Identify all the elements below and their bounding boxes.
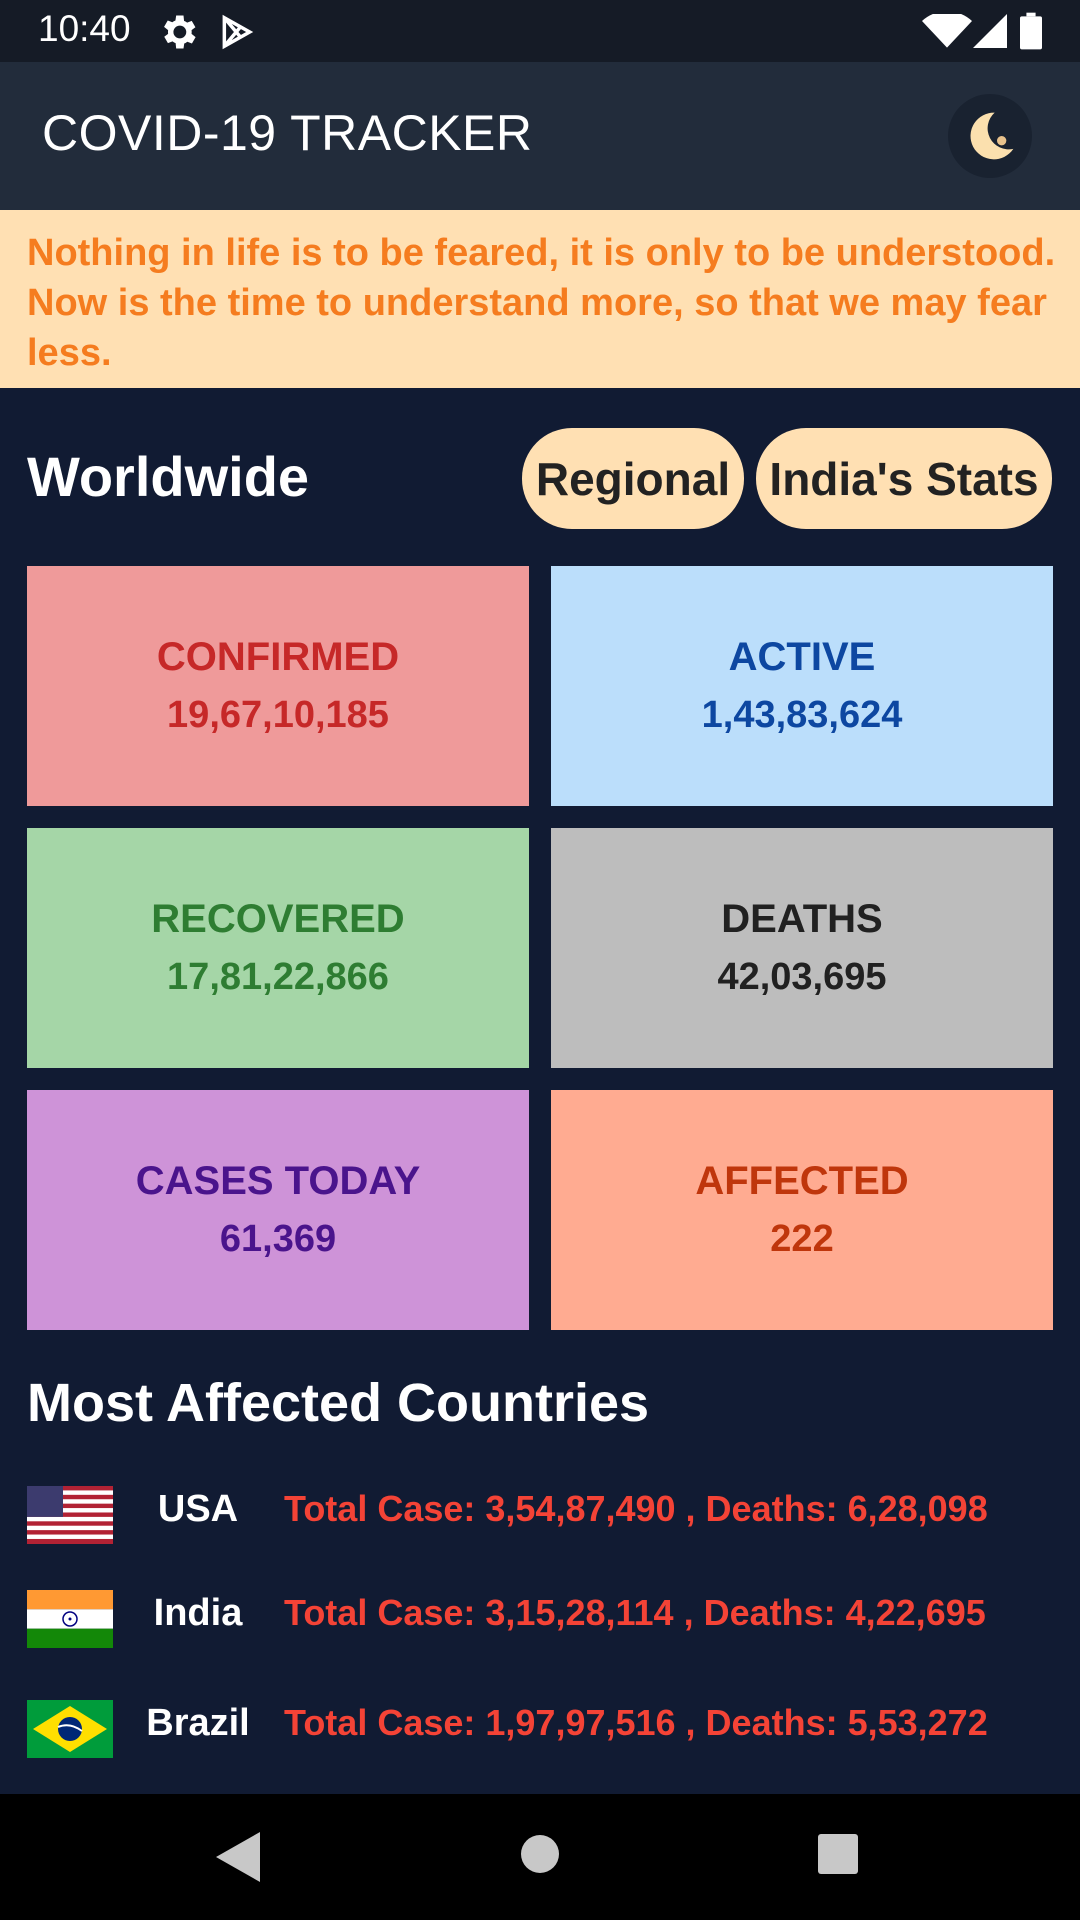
quote-banner: Nothing in life is to be feared, it is o… — [0, 210, 1080, 388]
card-value: 222 — [770, 1218, 834, 1260]
card-label: RECOVERED — [151, 897, 405, 941]
card-value: 17,81,22,866 — [167, 956, 389, 998]
country-stats: Total Case: 3,54,87,490 , Deaths: 6,28,0… — [284, 1488, 988, 1529]
country-row-usa[interactable]: USA Total Case: 3,54,87,490 , Deaths: 6,… — [0, 1480, 1080, 1544]
india-flag-icon — [27, 1590, 113, 1648]
card-value: 61,369 — [219, 1218, 337, 1260]
quote-text: Nothing in life is to be feared, it is o… — [27, 232, 1056, 374]
country-row-india[interactable]: India Total Case: 3,15,28,114 , Deaths: … — [0, 1584, 1080, 1648]
country-stats: Total Case: 3,15,28,114 , Deaths: 4,22,6… — [284, 1592, 986, 1633]
recents-icon[interactable] — [818, 1834, 858, 1874]
app-title: COVID-19 TRACKER — [42, 105, 533, 161]
country-name: Brazil — [146, 1702, 250, 1744]
system-nav-bar — [0, 1794, 1080, 1920]
app-bar: COVID-19 TRACKER — [0, 62, 1080, 210]
country-name: India — [153, 1592, 243, 1634]
country-name: USA — [157, 1488, 239, 1530]
confirmed-card: CONFIRMED 19,67,10,185 — [27, 566, 529, 806]
card-label: AFFECTED — [695, 1159, 909, 1203]
most-affected-title: Most Affected Countries — [27, 1373, 650, 1433]
usa-flag-icon — [27, 1486, 113, 1544]
country-stats: Total Case: 1,97,97,516 , Deaths: 5,53,2… — [284, 1702, 988, 1743]
regional-button[interactable]: Regional — [522, 428, 744, 529]
card-value: 42,03,695 — [717, 956, 887, 998]
signal-icon — [973, 14, 1007, 48]
deaths-card: DEATHS 42,03,695 — [551, 828, 1053, 1068]
status-time: 10:40 — [38, 8, 131, 49]
recovered-card: RECOVERED 17,81,22,866 — [27, 828, 529, 1068]
card-label: ACTIVE — [728, 635, 876, 679]
brazil-flag-icon — [27, 1700, 113, 1758]
gear-icon — [164, 15, 196, 49]
affected-card: AFFECTED 222 — [551, 1090, 1053, 1330]
worldwide-title: Worldwide — [27, 445, 310, 508]
india-stats-button[interactable]: India's Stats — [756, 428, 1052, 529]
card-value: 19,67,10,185 — [167, 694, 389, 736]
card-value: 1,43,83,624 — [701, 694, 903, 736]
wifi-icon — [922, 14, 972, 48]
moon-icon — [970, 112, 1014, 160]
country-row-brazil[interactable]: Brazil Total Case: 1,97,97,516 , Deaths:… — [0, 1694, 1080, 1758]
card-label: DEATHS — [721, 897, 883, 941]
battery-icon — [1020, 12, 1042, 50]
play-store-icon — [222, 14, 254, 50]
theme-toggle-button[interactable] — [948, 94, 1032, 178]
home-icon[interactable] — [520, 1834, 560, 1874]
cases-today-card: CASES TODAY 61,369 — [27, 1090, 529, 1330]
status-bar: 10:40 — [0, 0, 1080, 62]
card-label: CASES TODAY — [135, 1159, 421, 1203]
active-card: ACTIVE 1,43,83,624 — [551, 566, 1053, 806]
back-icon[interactable] — [216, 1832, 260, 1882]
card-label: CONFIRMED — [156, 635, 400, 679]
